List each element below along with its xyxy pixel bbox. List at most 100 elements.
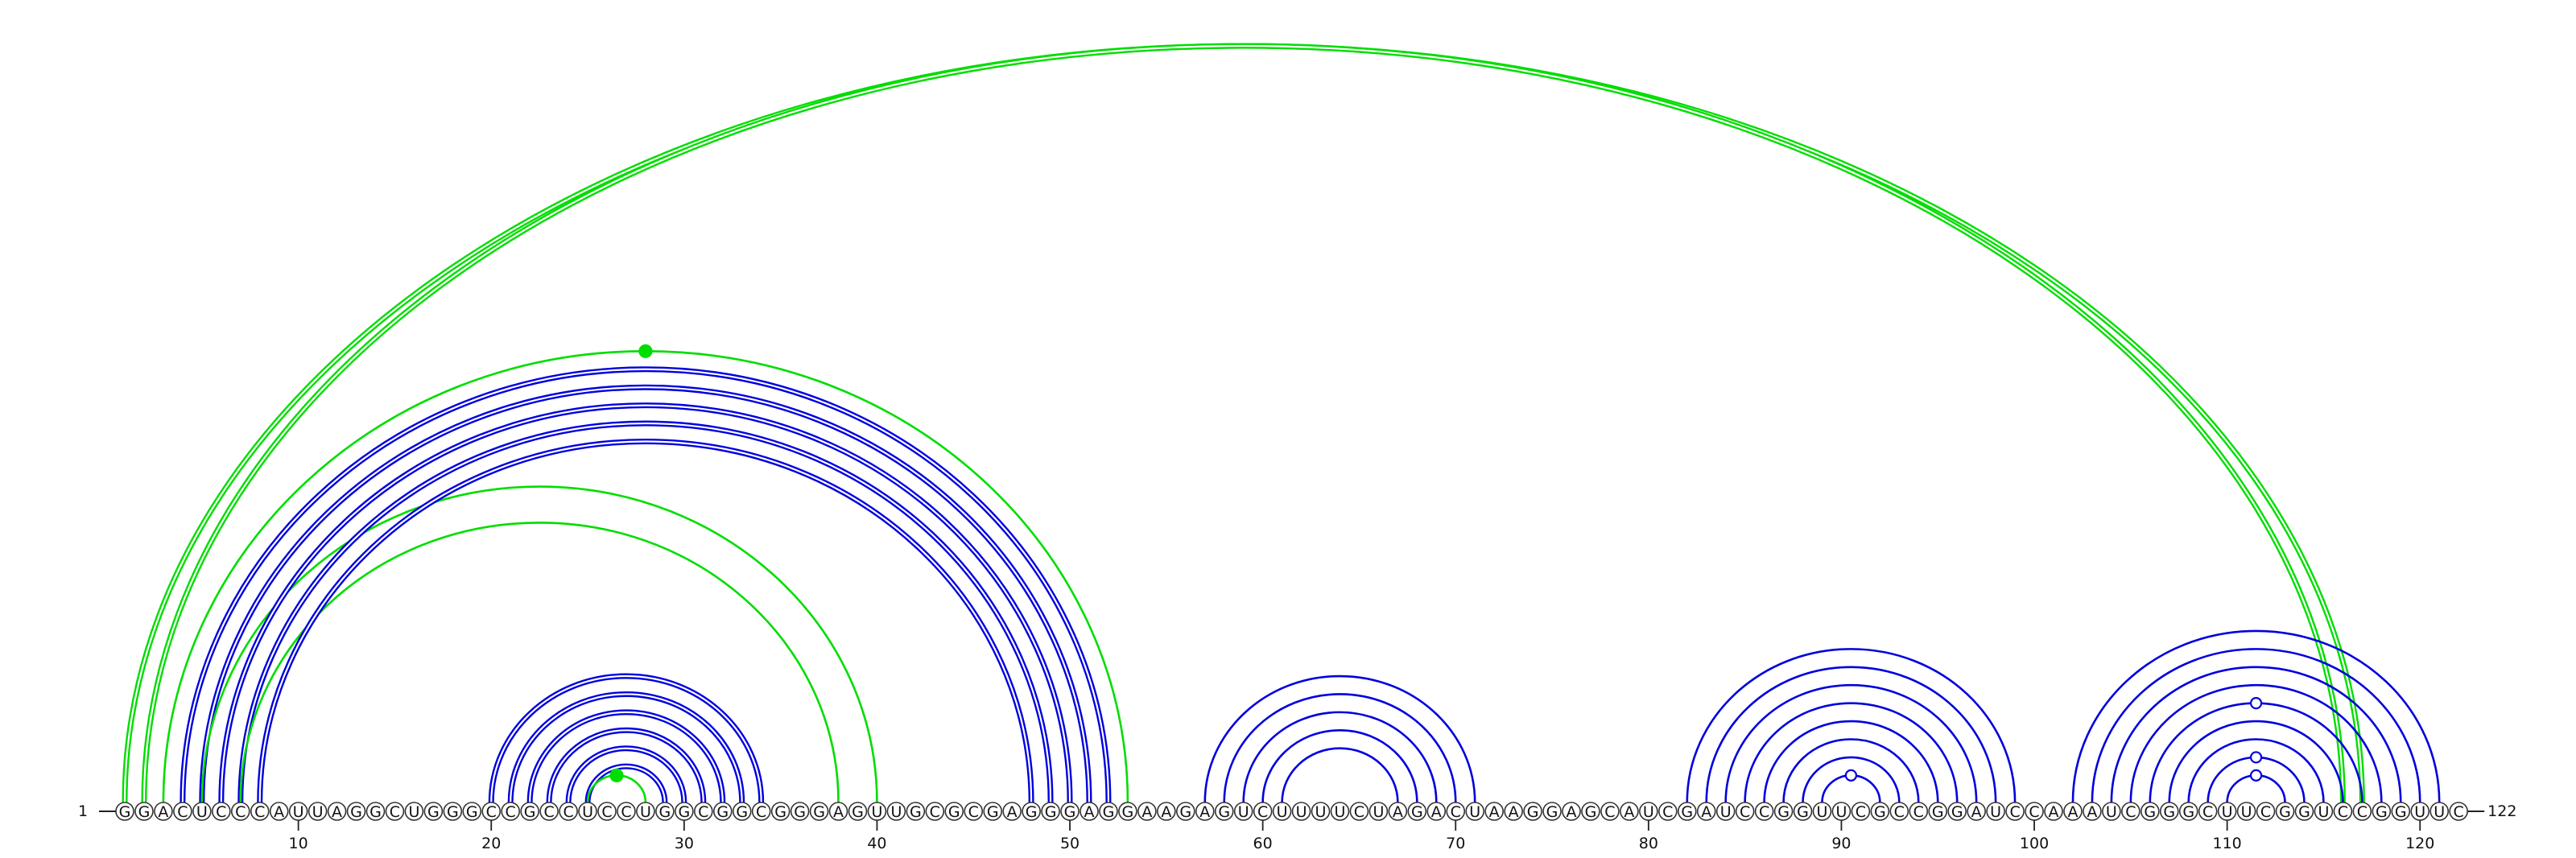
arc-83-98 — [1705, 666, 1997, 803]
arc-20-34 — [488, 673, 765, 803]
nucleotide-70: C — [1446, 802, 1466, 821]
tick-60: 60 — [1253, 820, 1273, 852]
nucleotide-118: G — [2372, 802, 2392, 821]
nucleotide-circle — [1696, 802, 1716, 821]
nucleotide-letter: G — [2144, 803, 2156, 821]
tick-20: 20 — [481, 820, 501, 852]
arc-line — [1261, 728, 1418, 803]
nucleotide-42: G — [906, 802, 926, 821]
nucleotide-letter: C — [216, 803, 226, 821]
tick-label: 30 — [675, 835, 694, 852]
nucleotide-circle — [2159, 802, 2179, 821]
nucleotide-circle — [1330, 802, 1350, 821]
nucleotide-28: U — [636, 802, 655, 821]
nucleotide-letter: C — [1451, 803, 1461, 821]
nucleotide-91: C — [1851, 802, 1871, 821]
nucleotide-53: G — [1118, 802, 1137, 821]
nucleotide-80: U — [1639, 802, 1658, 821]
nucleotide-circle — [886, 802, 906, 821]
nucleotide-17: G — [423, 802, 444, 821]
nucleotide-letter: G — [138, 803, 151, 821]
arc-102-121 — [2071, 629, 2441, 803]
arc-87-94 — [1782, 738, 1920, 803]
nucleotide-24: C — [559, 802, 578, 821]
nucleotide-73: A — [1504, 802, 1523, 821]
arc-110-113 — [2226, 769, 2286, 803]
nucleotide-21: C — [501, 802, 521, 821]
arc-8-48 — [257, 438, 1034, 803]
nucleotide-letter: C — [2338, 803, 2348, 821]
arc-core — [548, 729, 704, 803]
nucleotide-circle — [751, 802, 771, 821]
arc-line — [1281, 747, 1399, 803]
nucleotide-letter: C — [2454, 803, 2464, 821]
arc-4-52 — [180, 366, 1112, 803]
nucleotide-letter: U — [1373, 803, 1384, 821]
nucleotide-circle — [1484, 802, 1504, 821]
arc-7-38 — [239, 522, 840, 803]
arc-line — [1203, 674, 1476, 803]
nucleotide-50: G — [1060, 802, 1080, 821]
nucleotide-22: G — [520, 802, 539, 821]
nucleotide-11: U — [308, 802, 328, 821]
arc-106-117 — [2149, 697, 2363, 803]
nucleotide-letter: U — [871, 803, 882, 821]
tick-70: 70 — [1446, 820, 1465, 852]
nucleotide-letter: A — [1199, 803, 1210, 821]
nucleotide-86: C — [1754, 802, 1774, 821]
nucleotide-38: A — [828, 802, 848, 821]
nucleotide-43: C — [925, 802, 945, 821]
nucleotide-letter: G — [1218, 803, 1230, 821]
tick-label: 120 — [2405, 835, 2434, 852]
nucleotide-69: A — [1426, 802, 1447, 821]
arc-86-95 — [1763, 720, 1939, 803]
nucleotide-66: U — [1368, 802, 1389, 821]
nucleotide-letter: G — [794, 803, 806, 821]
nucleotide-110: U — [2217, 802, 2237, 821]
nucleotide-circle — [192, 802, 212, 821]
nucleotide-circle — [1368, 802, 1389, 821]
nucleotide-letter: A — [1084, 803, 1095, 821]
nucleotide-circle — [2333, 802, 2353, 821]
nucleotide-letter: G — [1026, 803, 1038, 821]
arc-107-116 — [2168, 720, 2344, 803]
nucleotide-35: G — [770, 802, 791, 821]
nucleotide-48: G — [1022, 802, 1041, 821]
nucleotide-letter: G — [369, 803, 382, 821]
nucleotide-circle — [520, 802, 539, 821]
nucleotide-letter: A — [1489, 803, 1500, 821]
nucleotide-115: U — [2314, 802, 2334, 821]
tick-120: 120 — [2405, 820, 2434, 852]
nucleotide-letter: C — [621, 803, 631, 821]
nucleotide-letter: A — [2087, 803, 2097, 821]
nucleotide-letter: C — [254, 803, 265, 821]
nucleotide-letter: U — [1643, 803, 1654, 821]
arc-core — [239, 422, 1052, 803]
nucleotide-circle — [2275, 802, 2295, 821]
nucleotide-90: U — [1831, 802, 1852, 821]
nucleotide-circle — [770, 802, 791, 821]
nucleotide-letter: G — [1122, 803, 1134, 821]
tick-label: 60 — [1253, 835, 1273, 852]
nucleotide-letter: U — [408, 803, 419, 821]
arc-line — [2129, 683, 2383, 803]
nucleotide-circle — [2005, 802, 2025, 821]
nucleotide-circle — [1562, 802, 1581, 821]
nucleotide-letter: C — [2125, 803, 2136, 821]
nucleotide-letter: U — [2241, 803, 2252, 821]
nucleotide-letter: A — [1624, 803, 1634, 821]
nucleotide-circle — [115, 802, 134, 821]
nucleotide-letter: G — [2376, 803, 2388, 821]
nucleotide-circle — [1773, 802, 1794, 821]
nucleotide-letter: U — [2318, 803, 2329, 821]
nucleotide-14: G — [365, 802, 386, 821]
nucleotide-circle — [346, 802, 366, 821]
nucleotide-letter: A — [274, 803, 284, 821]
nucleotide-107: G — [2159, 802, 2179, 821]
nucleotide-79: A — [1620, 802, 1639, 821]
nucleotide-letter: C — [930, 803, 940, 821]
nucleotide-letter: U — [2434, 803, 2445, 821]
nucleotide-circle — [2352, 802, 2372, 821]
nucleotide-circle — [2256, 802, 2276, 821]
nucleotide-47: A — [1002, 802, 1022, 821]
